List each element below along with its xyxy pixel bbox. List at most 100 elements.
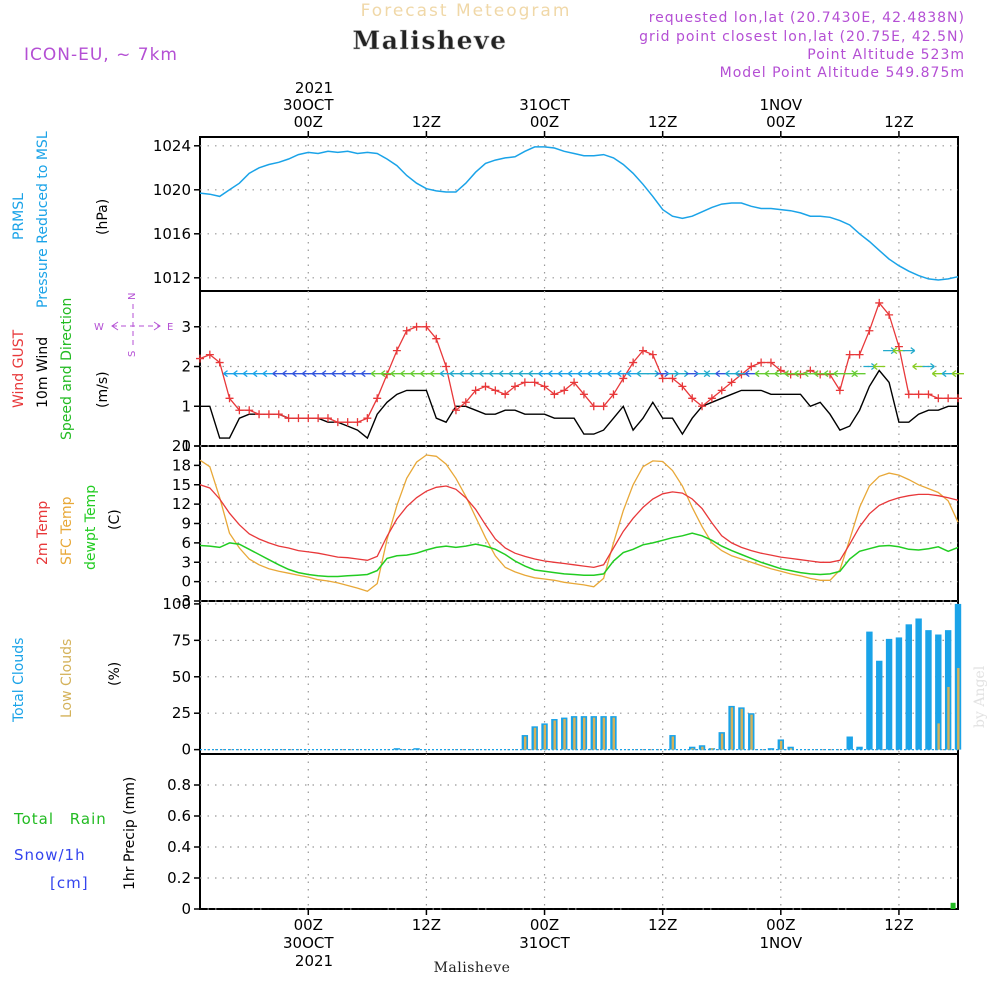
wind-gust-marker <box>511 382 520 391</box>
wind-gust-marker <box>304 414 313 423</box>
total-cloud-bar <box>915 618 922 750</box>
clouds-ytick-label: 0 <box>181 741 191 759</box>
model-point-altitude: Model Point Altitude 549.875m <box>720 65 965 81</box>
precip-label-snow-unit: [cm] <box>50 874 89 892</box>
2m-temp-line <box>199 484 959 569</box>
clouds-ytick-label: 25 <box>172 704 191 722</box>
wind-gust-marker <box>530 378 539 387</box>
watermark: by Angel <box>972 665 988 728</box>
wind-gust-marker <box>284 414 293 423</box>
top-xtick-hour: 00Z <box>766 113 795 131</box>
wind-panel-frame <box>199 290 959 447</box>
low-cloud-bar <box>583 717 586 750</box>
wind-gust-marker <box>648 350 657 359</box>
wind-gust-marker <box>196 354 204 363</box>
wind-gust-marker <box>737 370 746 379</box>
wind-gust-marker <box>609 390 618 399</box>
low-cloud-bar <box>553 720 556 750</box>
temperature-ytick-label: 18 <box>172 456 191 474</box>
wind-gust-marker <box>707 394 716 403</box>
precip-ytick-label: 0 <box>181 900 191 918</box>
wind-gust-marker <box>264 410 273 419</box>
wind-direction-arrow <box>922 362 935 371</box>
wind-gust-marker <box>392 346 401 355</box>
wind-gust-marker <box>432 334 441 343</box>
total-cloud-bar <box>393 748 401 750</box>
temperature-ytick-label: 21 <box>172 437 191 455</box>
wind-gust-marker <box>599 402 608 411</box>
wind-gust-marker <box>688 394 697 403</box>
precip-label-snow: Snow/1h <box>14 846 86 864</box>
wind-ytick-label: 0 <box>181 437 191 455</box>
wind-gust-marker <box>845 350 854 359</box>
wind-direction-arrow <box>902 347 916 355</box>
wind-gust-marker <box>471 386 480 395</box>
pressure-ytick-label: 1024 <box>153 137 191 155</box>
wind-gust-marker <box>816 370 825 379</box>
precip-label-rain: Total Rain <box>13 810 107 828</box>
temp-label-dew: dewpt Temp <box>83 485 99 570</box>
precip-panel-frame <box>199 753 959 910</box>
total-cloud-bar <box>935 634 942 750</box>
plot-layer <box>196 146 964 910</box>
low-cloud-bar <box>750 714 753 750</box>
bottom-xtick-hour: 12Z <box>648 916 677 934</box>
low-cloud-bar <box>602 717 606 750</box>
wind-gust-marker <box>353 418 362 427</box>
wind-gust-marker <box>885 310 894 319</box>
total-cloud-bar <box>856 746 863 750</box>
wind-gust-marker <box>796 370 805 379</box>
low-cloud-bar <box>720 733 724 750</box>
precip-ytick-label: 0.4 <box>167 838 191 856</box>
wind-gust-marker <box>904 390 913 399</box>
temperature-ytick-label: 12 <box>172 495 191 513</box>
low-cloud-bar <box>612 717 615 750</box>
station-title: Malisheve <box>353 26 508 55</box>
temp-label-2m: 2m Temp <box>35 501 51 565</box>
pressure-line <box>199 146 959 281</box>
wind-gust-marker <box>826 370 835 379</box>
wind-gust-marker <box>274 410 283 419</box>
temperature-ytick-label: 3 <box>181 553 191 571</box>
total-cloud-bar <box>925 630 932 750</box>
total-cloud-bar <box>895 637 903 750</box>
wind-gust-marker <box>225 394 234 403</box>
clouds-labels: Total Clouds Low Clouds (%) <box>11 638 123 723</box>
wind-gust-marker <box>461 398 470 407</box>
wind-gust-marker <box>205 350 214 359</box>
pressure-panel-frame <box>199 136 959 292</box>
low-cloud-bar <box>543 724 547 750</box>
wind-gust-line <box>199 301 958 423</box>
wind-gust-marker <box>323 414 332 423</box>
wind-gust-marker <box>333 418 342 427</box>
wind-gust-marker <box>875 298 884 307</box>
top-xtick-date: 31OCT <box>519 96 570 114</box>
wind-gust-marker <box>668 374 677 383</box>
wind-gust-marker <box>501 390 510 399</box>
pressure-ytick-label: 1016 <box>153 225 191 243</box>
wind-gust-marker <box>678 382 687 391</box>
clouds-label-low: Low Clouds <box>59 639 75 718</box>
total-cloud-bar <box>905 624 912 750</box>
wind-gust-marker <box>638 346 647 355</box>
wind-gust-marker <box>215 358 224 367</box>
bottom-time-axis: 2021 <box>295 952 333 970</box>
compass-rose: N S W E <box>94 293 173 357</box>
top-xtick-hour: 12Z <box>412 113 441 131</box>
wind-gust-marker <box>343 418 352 427</box>
wind-gust-marker <box>442 362 451 371</box>
compass-e: E <box>167 322 173 333</box>
wind-gust-marker <box>757 358 766 367</box>
bottom-xtick-hour: 00Z <box>766 916 795 934</box>
pressure-unit: (hPa) <box>95 199 111 235</box>
top-xtick-hour: 12Z <box>884 113 913 131</box>
wind-direction-arrow <box>872 362 886 371</box>
precip-labels: Total Rain Snow/1h [cm] 1hr Precip (mm) <box>13 777 138 892</box>
sfc-temp-line <box>199 454 959 593</box>
low-cloud-bar <box>523 736 527 750</box>
wind-gust-marker <box>924 390 933 399</box>
pressure-label-prmsl: PRMSL <box>11 193 27 240</box>
pressure-labels: PRMSL Pressure Reduced to MSL (hPa) <box>11 131 111 308</box>
bottom-xtick-date: 1NOV <box>760 934 803 952</box>
